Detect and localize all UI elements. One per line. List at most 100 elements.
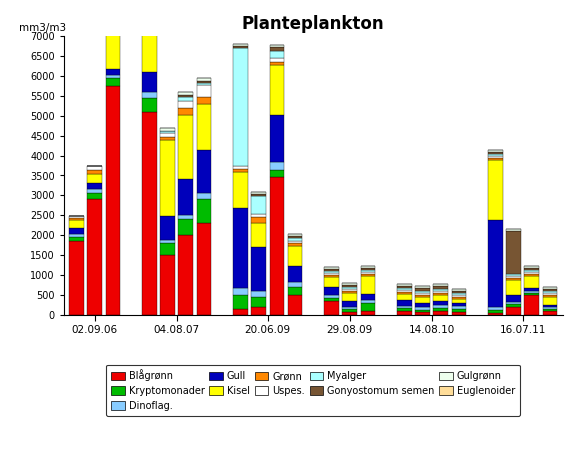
Bar [179,108,193,115]
Bar [179,95,193,97]
Bar [288,266,302,282]
Bar [270,58,284,62]
Bar [506,295,521,302]
Bar [233,309,248,315]
Bar [324,295,339,298]
Bar [415,297,430,303]
Bar [197,199,211,223]
Bar [251,196,266,214]
Bar [251,223,266,247]
Bar [142,72,157,92]
Bar [197,81,211,83]
Bar [233,166,248,169]
Bar [452,312,466,315]
Bar [397,284,411,286]
Bar [397,311,411,315]
Bar [524,276,539,288]
Bar [197,194,211,199]
Bar [524,295,539,315]
Bar [524,270,539,272]
Bar [342,285,357,287]
Bar [452,306,466,309]
Bar [88,174,102,184]
Bar [160,243,175,255]
Bar [433,311,448,315]
Bar [397,306,411,308]
Bar [88,166,102,170]
Bar [415,288,430,291]
Bar [542,307,557,309]
Bar [452,289,466,291]
Bar [488,307,502,310]
Bar [106,75,120,78]
Bar [106,33,120,69]
Bar [342,283,357,285]
Bar [524,291,539,293]
Bar [88,170,102,174]
Bar [415,303,430,307]
Bar [488,313,502,315]
Bar [506,302,521,304]
Bar [233,295,248,309]
Bar [106,69,120,75]
Bar [452,299,466,303]
Bar [179,235,193,315]
Bar [415,310,430,312]
Bar [506,280,521,295]
Bar [506,276,521,279]
Bar [342,306,357,309]
Bar [324,267,339,269]
Bar [69,228,84,234]
Bar [361,268,375,270]
Bar [433,293,448,296]
Bar [415,295,430,297]
Bar [415,286,430,288]
Bar [179,215,193,219]
Bar [488,310,502,313]
Bar [542,311,557,315]
Bar [233,172,248,208]
Bar [361,272,375,274]
Bar [506,229,521,230]
Bar [288,236,302,238]
Bar [361,270,375,272]
Bar [324,273,339,275]
Bar [524,274,539,276]
Bar [251,291,266,297]
Bar [270,65,284,114]
Bar [342,292,357,301]
Bar [524,293,539,295]
Bar [270,51,284,59]
Title: Planteplankton: Planteplankton [242,15,385,33]
Bar [142,112,157,315]
Bar [288,287,302,295]
Bar [488,160,502,220]
Bar [452,295,466,297]
Bar [233,208,248,288]
Bar [69,234,84,237]
Bar [506,274,521,276]
Bar [361,303,375,311]
Bar [106,14,120,18]
Bar [433,284,448,285]
Bar [433,289,448,292]
Bar [324,298,339,301]
Bar [324,275,339,277]
Bar [324,287,339,295]
Bar [233,48,248,166]
Bar [197,104,211,149]
Bar [270,162,284,170]
Bar [160,133,175,137]
Bar [324,271,339,273]
Bar [179,92,193,95]
Bar [251,214,266,217]
Bar [542,293,557,295]
Bar [106,23,120,33]
Bar [324,301,339,315]
Bar [197,78,211,81]
Bar [361,276,375,294]
Bar [542,295,557,297]
Bar [233,288,248,295]
Bar [397,308,411,311]
Bar [288,241,302,243]
